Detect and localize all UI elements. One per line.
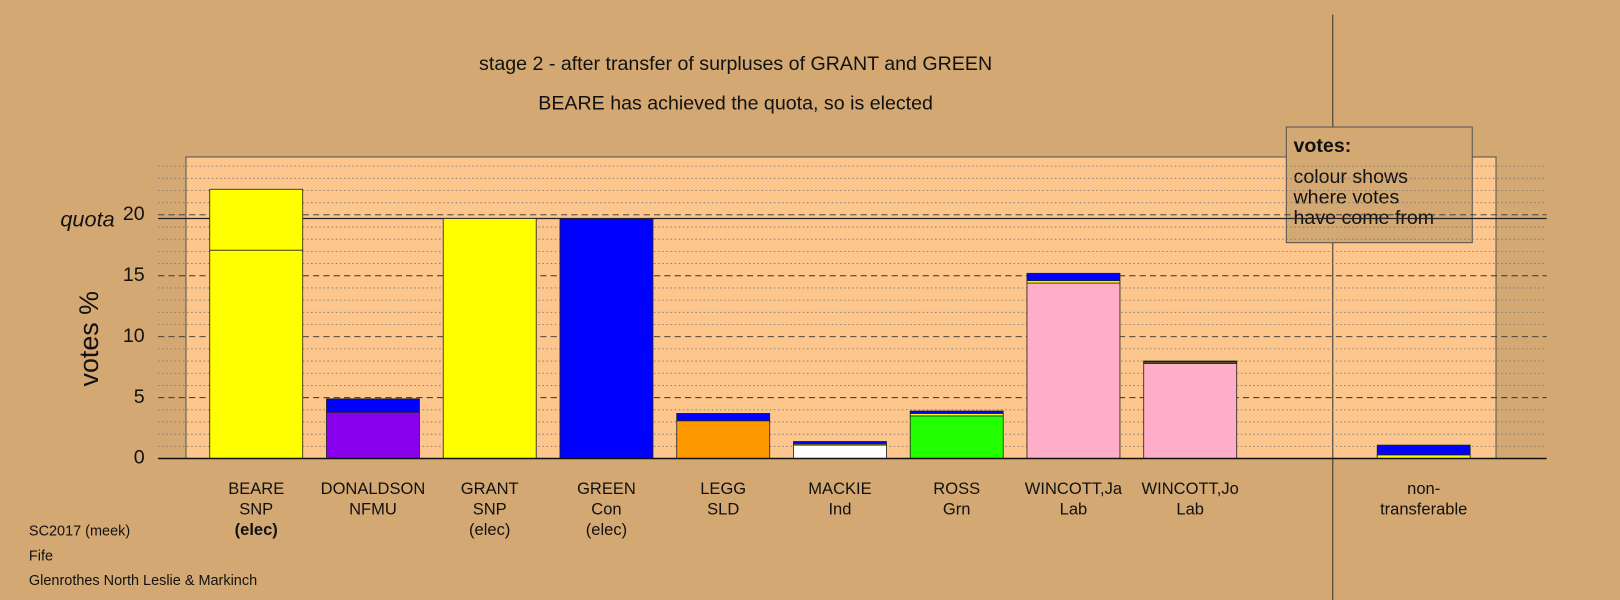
x-tick-label: Lab — [1060, 500, 1088, 519]
x-tick-label: NFMU — [349, 500, 397, 519]
x-tick-label: Con — [591, 500, 621, 519]
y-tick-label: 20 — [123, 203, 145, 225]
bar-segment — [909, 415, 1004, 459]
x-tick-label: DONALDSON — [321, 479, 426, 498]
legend-text: votes: — [1294, 135, 1352, 157]
bar-segment — [676, 420, 771, 459]
x-tick-label: Ind — [828, 500, 851, 519]
x-tick-label: SNP — [239, 500, 273, 519]
x-tick-label: GREEN — [577, 479, 636, 498]
bar-segment — [209, 249, 304, 459]
x-tick-label: SLD — [707, 500, 739, 519]
footer-text: SC2017 (meek) — [29, 524, 130, 540]
x-tick-label: MACKIE — [808, 479, 871, 498]
x-tick-label: Lab — [1176, 500, 1204, 519]
y-tick-label: 0 — [134, 447, 145, 469]
x-tick-label: (elec) — [469, 520, 510, 539]
bar-segment — [1026, 272, 1121, 282]
bar-segment — [793, 444, 887, 459]
x-tick-label: non- — [1407, 479, 1440, 498]
y-axis-label: votes % — [74, 291, 104, 386]
bar-segment — [559, 218, 654, 459]
x-tick-label: WINCOTT,Jo — [1142, 479, 1239, 498]
footer-text: Glenrothes North Leslie & Markinch — [29, 573, 257, 589]
footer-text: Fife — [29, 548, 53, 564]
quota-label: quota — [60, 206, 114, 231]
legend-text: where votes — [1293, 186, 1400, 208]
x-tick-label: WINCOTT,Ja — [1025, 479, 1123, 498]
x-tick-label: transferable — [1380, 500, 1467, 519]
bar-segment — [1026, 282, 1121, 459]
bar-segment — [442, 218, 537, 459]
bar-segment — [793, 441, 887, 445]
x-tick-label: ROSS — [933, 479, 980, 498]
legend-text: colour shows — [1294, 166, 1409, 188]
x-tick-label: LEGG — [700, 479, 746, 498]
x-tick-label: (elec) — [235, 520, 278, 539]
x-tick-label: SNP — [473, 500, 507, 519]
x-tick-label: Grn — [943, 500, 971, 519]
y-tick-label: 15 — [123, 264, 145, 286]
chart-subtitle: BEARE has achieved the quota, so is elec… — [538, 92, 933, 114]
bar-segment — [209, 188, 304, 251]
legend-frame — [1285, 126, 1473, 244]
x-tick-label: (elec) — [586, 520, 627, 539]
bar-segment — [1143, 363, 1238, 459]
y-tick-label: 10 — [123, 325, 145, 347]
bar-segment — [326, 411, 420, 459]
y-tick-label: 5 — [134, 386, 145, 408]
bar-segment — [326, 398, 420, 413]
bar-segment — [676, 413, 771, 422]
bar-segment — [1143, 360, 1238, 363]
chart-title: stage 2 - after transfer of surpluses of… — [479, 53, 992, 75]
x-tick-label: BEARE — [228, 479, 284, 498]
bar-segment — [909, 410, 1004, 414]
x-tick-label: GRANT — [461, 479, 519, 498]
bar-segment — [1376, 444, 1471, 456]
